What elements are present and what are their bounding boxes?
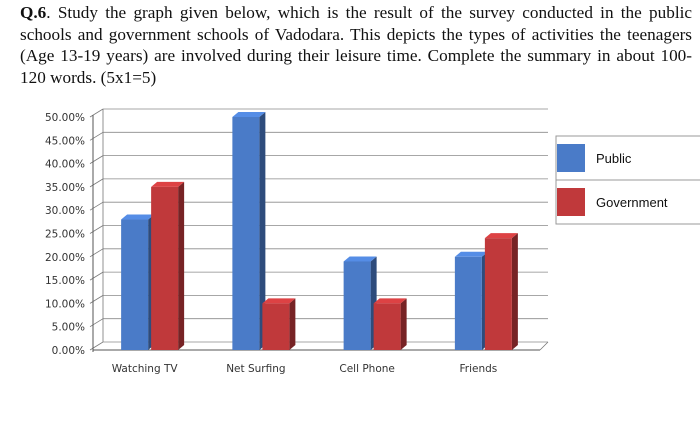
bar-government-watching-tv (151, 181, 185, 350)
bar-front (232, 117, 260, 350)
y-tick-label: 0.00% (52, 345, 85, 357)
gridline-depth (89, 225, 104, 234)
bars (121, 112, 518, 350)
bar-front (373, 303, 401, 350)
y-tick-label: 45.00% (45, 135, 85, 147)
gridline-depth (89, 131, 104, 141)
x-category-labels: Watching TV Net Surfing Cell Phone Friends (112, 363, 498, 375)
x-category-label: Net Surfing (226, 363, 285, 375)
bar-side (178, 181, 185, 350)
bar-front (454, 256, 482, 350)
bar-top (151, 181, 185, 187)
legend-swatch-public (557, 144, 585, 172)
bar-top (454, 251, 488, 257)
bar-public-cell-phone (343, 256, 377, 350)
bar-government-friends (484, 233, 518, 350)
bar-public-friends (454, 251, 488, 350)
bar-public-watching-tv (121, 214, 155, 350)
y-tick-labels: 0.00% 5.00% 10.00% 15.00% 20.00% 25.00% 30.00%… (45, 112, 85, 357)
y-tick-label: 20.00% (45, 252, 85, 264)
bar-chart: 0.00% 5.00% 10.00% 15.00% 20.00% 25.00% 30.00%… (45, 108, 700, 375)
bar-public-net-surfing (232, 112, 266, 350)
bar-top (121, 214, 155, 220)
bar-front (343, 261, 371, 350)
bar-top (232, 112, 266, 117)
bar-top (373, 298, 407, 304)
gridline-depth (89, 341, 104, 351)
legend-label-public: Public (596, 151, 632, 166)
y-tick-label: 5.00% (52, 322, 85, 334)
bar-front (484, 238, 512, 350)
gridline-depth (89, 295, 104, 304)
bar-top (262, 298, 296, 304)
gridline-depth (89, 248, 104, 258)
gridline-depth (89, 178, 104, 188)
y-tick-label: 40.00% (45, 159, 85, 171)
bar-front (121, 219, 149, 350)
gridline-depth (89, 201, 104, 211)
y-tick-label: 35.00% (45, 182, 85, 194)
gridline-depth (89, 155, 104, 164)
question-number: Q.6 (20, 3, 47, 22)
gridline-depth (89, 271, 104, 281)
bar-side (289, 298, 296, 350)
legend: Public Government (555, 135, 700, 225)
legend-label-government: Government (596, 195, 668, 210)
gridline-depth (89, 108, 104, 118)
question-body: . Study the graph given below, which is … (20, 3, 692, 87)
bar-top (484, 233, 518, 239)
bar-side (400, 298, 407, 350)
y-tick-label: 30.00% (45, 205, 85, 217)
x-category-label: Watching TV (112, 363, 179, 375)
y-tick-label: 10.00% (45, 298, 85, 310)
y-tick-label: 50.00% (45, 112, 85, 124)
bar-top (343, 256, 377, 262)
gridline-depth (89, 318, 104, 328)
bar-side (511, 233, 518, 350)
question-text: Q.6. Study the graph given below, which … (20, 2, 692, 88)
x-category-label: Friends (459, 363, 497, 375)
y-tick-label: 15.00% (45, 275, 85, 287)
bar-government-net-surfing (262, 298, 296, 350)
floor-edge (539, 341, 549, 351)
bar-government-cell-phone (373, 298, 407, 350)
y-tick-label: 25.00% (45, 229, 85, 241)
bar-front (151, 186, 179, 350)
legend-swatch-government (557, 188, 585, 216)
x-category-label: Cell Phone (339, 363, 395, 375)
bar-front (262, 303, 290, 350)
bar-side (259, 112, 266, 350)
